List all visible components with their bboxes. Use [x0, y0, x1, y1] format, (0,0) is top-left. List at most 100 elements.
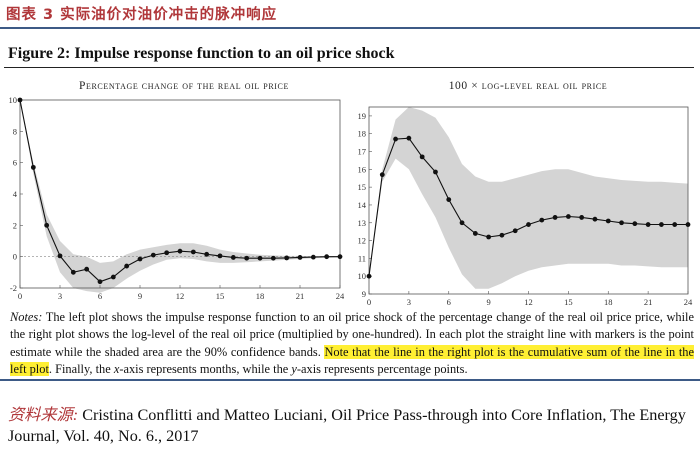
right-chart-ytick-label: 16	[358, 164, 367, 174]
right-chart-xtick-label: 21	[644, 297, 653, 307]
right-chart-data-point	[472, 231, 478, 236]
right-chart-xtick-label: 6	[447, 297, 451, 307]
right-chart-ytick-label: 18	[358, 129, 367, 139]
left-chart-xtick-label: 18	[256, 291, 265, 301]
left-chart-data-point	[97, 279, 103, 285]
right-chart-data-point	[512, 228, 518, 234]
left-chart-data-point	[150, 252, 156, 258]
left-chart-xtick-label: 9	[138, 291, 142, 301]
left-chart-data-point	[337, 254, 343, 260]
right-chart-ytick-label: 10	[358, 271, 367, 281]
left-chart-data-point	[310, 254, 316, 260]
figure-notes: Notes: The left plot shows the impulse r…	[10, 309, 694, 379]
left-chart-ytick-label: 0	[13, 252, 17, 262]
right-chart-data-point	[419, 154, 425, 160]
notes-text-3: -axis represents months, while the	[119, 362, 292, 377]
right-chart-data-point	[526, 222, 531, 227]
left-chart-data-point	[57, 253, 63, 259]
right-chart-data-point	[685, 222, 691, 227]
left-chart-data-point	[297, 255, 303, 260]
left-chart-xtick-label: 21	[296, 291, 305, 301]
left-chart-data-point	[244, 255, 250, 261]
right-chart-ytick-label: 13	[358, 218, 367, 228]
right-chart-data-point	[645, 222, 651, 227]
left-chart-data-point	[124, 263, 130, 269]
left-chart-xtick-label: 12	[176, 291, 185, 301]
left-chart-xtick-label: 0	[18, 291, 22, 301]
right-chart-data-point	[486, 234, 492, 240]
left-chart-data-point	[177, 248, 183, 254]
right-chart-data-point	[459, 220, 465, 226]
left-impulse-chart: Percentage change of the real oil price …	[9, 80, 345, 301]
right-chart-ytick-label: 19	[358, 111, 367, 121]
left-chart-ytick-label: 4	[13, 189, 18, 199]
right-chart-confidence-band	[369, 107, 688, 289]
left-chart-data-point	[70, 269, 76, 275]
notes-label: Notes:	[10, 310, 43, 324]
left-chart-xtick-label: 15	[216, 291, 225, 301]
right-chart-xtick-label: 9	[487, 297, 491, 307]
left-chart-data-point	[30, 164, 36, 170]
notes-y-var: y	[291, 362, 297, 377]
right-chart-data-point	[672, 222, 678, 227]
notes-text-2: . Finally, the	[48, 362, 114, 377]
right-chart-data-point	[605, 218, 611, 224]
right-chart-ytick-label: 17	[358, 147, 367, 157]
figure-title: Figure 2: Impulse response function to a…	[8, 45, 395, 62]
right-chart-ytick-label: 14	[358, 200, 367, 210]
right-chart-data-point	[499, 232, 505, 238]
right-chart-data-point	[406, 135, 412, 141]
left-chart-data-point	[84, 266, 90, 272]
right-chart-title: 100 × log-level real oil price	[449, 80, 608, 92]
left-chart-data-point	[217, 253, 223, 259]
right-chart-xtick-label: 12	[524, 297, 533, 307]
left-chart-ytick-label: 6	[13, 158, 17, 168]
left-chart-data-point	[230, 255, 236, 260]
left-chart-ytick-label: -2	[10, 283, 17, 293]
left-chart-data-point	[324, 254, 330, 260]
left-chart-ytick-label: 10	[9, 95, 18, 105]
left-chart-data-point	[44, 222, 50, 228]
left-chart-data-point	[204, 251, 210, 257]
left-chart-title: Percentage change of the real oil price	[79, 80, 289, 92]
left-chart-xtick-label: 24	[336, 291, 344, 301]
right-chart-xtick-label: 18	[604, 297, 613, 307]
left-chart-ytick-label: 2	[13, 220, 17, 230]
notes-text-4: -axis represents percentage points.	[296, 362, 468, 377]
left-chart-data-point	[17, 97, 23, 103]
right-chart-data-point	[592, 216, 598, 222]
right-chart-data-point	[565, 214, 571, 219]
left-chart-data-point	[190, 249, 196, 255]
right-chart-data-point	[632, 221, 638, 227]
source-label: 资料来源:	[8, 406, 79, 424]
left-chart-data-point	[270, 255, 276, 261]
right-chart-data-point	[393, 136, 398, 142]
source-citation: 资料来源: Cristina Conflitti and Matteo Luci…	[8, 405, 698, 447]
left-chart-data-point	[137, 256, 143, 262]
right-chart-data-point	[433, 169, 438, 175]
right-chart-data-point	[366, 273, 372, 279]
right-chart-xtick-label: 0	[367, 297, 371, 307]
figure-title-divider	[4, 67, 694, 68]
header-divider	[0, 27, 700, 29]
left-chart-confidence-band	[20, 100, 340, 293]
right-chart-data-point	[619, 220, 624, 226]
left-chart-xtick-label: 3	[58, 291, 62, 301]
right-chart-ytick-label: 15	[358, 182, 367, 192]
left-chart-data-point	[110, 274, 116, 280]
right-chart-xtick-label: 15	[564, 297, 573, 307]
right-chart-xtick-label: 3	[407, 297, 411, 307]
right-chart-data-point	[552, 215, 558, 220]
right-chart-data-point	[379, 172, 385, 178]
right-chart-ytick-label: 9	[362, 289, 366, 299]
left-chart-ytick-label: 8	[13, 126, 17, 136]
right-chart-data-point	[539, 217, 545, 223]
right-chart-ytick-label: 11	[358, 253, 366, 263]
right-chart-data-point	[659, 222, 664, 227]
left-chart-data-point	[164, 250, 170, 256]
right-chart-data-point	[446, 197, 452, 203]
left-chart-data-point	[284, 255, 290, 261]
left-chart-data-point	[257, 255, 263, 261]
notes-text-1: The left plot shows the impulse response…	[10, 310, 694, 359]
right-chart-xtick-label: 24	[684, 297, 693, 307]
